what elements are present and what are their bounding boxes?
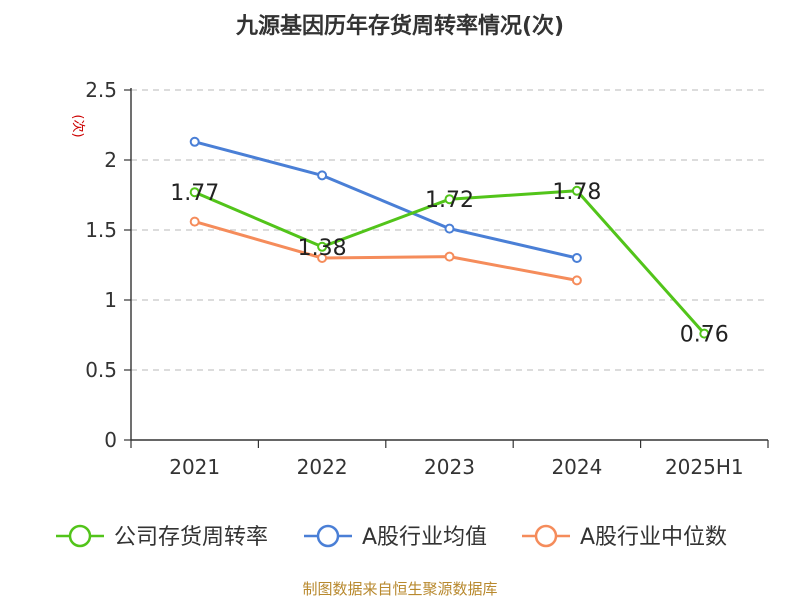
data-point bbox=[189, 216, 200, 227]
y-tick-label: 1 bbox=[104, 288, 117, 312]
y-tick-label: 2 bbox=[104, 148, 117, 172]
data-point bbox=[189, 136, 200, 147]
data-labels: 1.77 1.38 1.72 1.78 0.76 bbox=[170, 180, 729, 348]
legend-marker bbox=[68, 524, 92, 548]
data-point bbox=[317, 170, 328, 181]
series-layer bbox=[189, 136, 710, 339]
data-point bbox=[571, 253, 582, 263]
data-source-note: 制图数据来自恒生聚源数据库 bbox=[302, 580, 498, 598]
data-point bbox=[317, 241, 328, 252]
legend-marker bbox=[316, 524, 340, 548]
data-point bbox=[444, 223, 455, 234]
y-axis-unit-label: (次) bbox=[70, 114, 86, 137]
y-tick-label: 0.5 bbox=[85, 358, 117, 382]
x-tick-label: 2023 bbox=[424, 455, 475, 479]
legend-label: 公司存货周转率 bbox=[114, 525, 268, 550]
series-line bbox=[194, 140, 578, 260]
legend-label: A股行业均值 bbox=[362, 525, 487, 550]
axes: 0 0.5 1 1.5 2 2.5 2021 2022 2023 2024 2025H1 bbox=[85, 78, 769, 479]
x-tick-label: 2021 bbox=[169, 455, 220, 479]
gridlines bbox=[131, 89, 768, 371]
data-point bbox=[444, 251, 455, 262]
chart-title: 九源基因历年存货周转率情况(次) bbox=[235, 14, 565, 39]
legend: 公司存货周转率 A股行业均值 A股行业中位数 bbox=[56, 524, 727, 550]
data-point bbox=[444, 194, 455, 205]
legend-label: A股行业中位数 bbox=[580, 525, 727, 550]
y-tick-label: 1.5 bbox=[85, 218, 117, 242]
data-label: 1.72 bbox=[425, 188, 474, 213]
data-label: 1.38 bbox=[298, 236, 347, 261]
data-label: 1.78 bbox=[552, 180, 601, 205]
data-point bbox=[571, 185, 582, 196]
data-point bbox=[699, 328, 710, 339]
legend-marker bbox=[534, 524, 558, 548]
data-label: 1.77 bbox=[170, 181, 219, 206]
data-point bbox=[571, 275, 582, 286]
data-point bbox=[317, 253, 328, 263]
x-tick-label: 2025H1 bbox=[665, 455, 744, 479]
data-point bbox=[189, 187, 200, 198]
x-tick-label: 2024 bbox=[551, 455, 602, 479]
series-line bbox=[194, 220, 578, 282]
y-tick-label: 2.5 bbox=[85, 78, 117, 102]
y-tick-label: 0 bbox=[104, 428, 117, 452]
x-tick-label: 2022 bbox=[297, 455, 348, 479]
data-label: 0.76 bbox=[680, 323, 729, 348]
